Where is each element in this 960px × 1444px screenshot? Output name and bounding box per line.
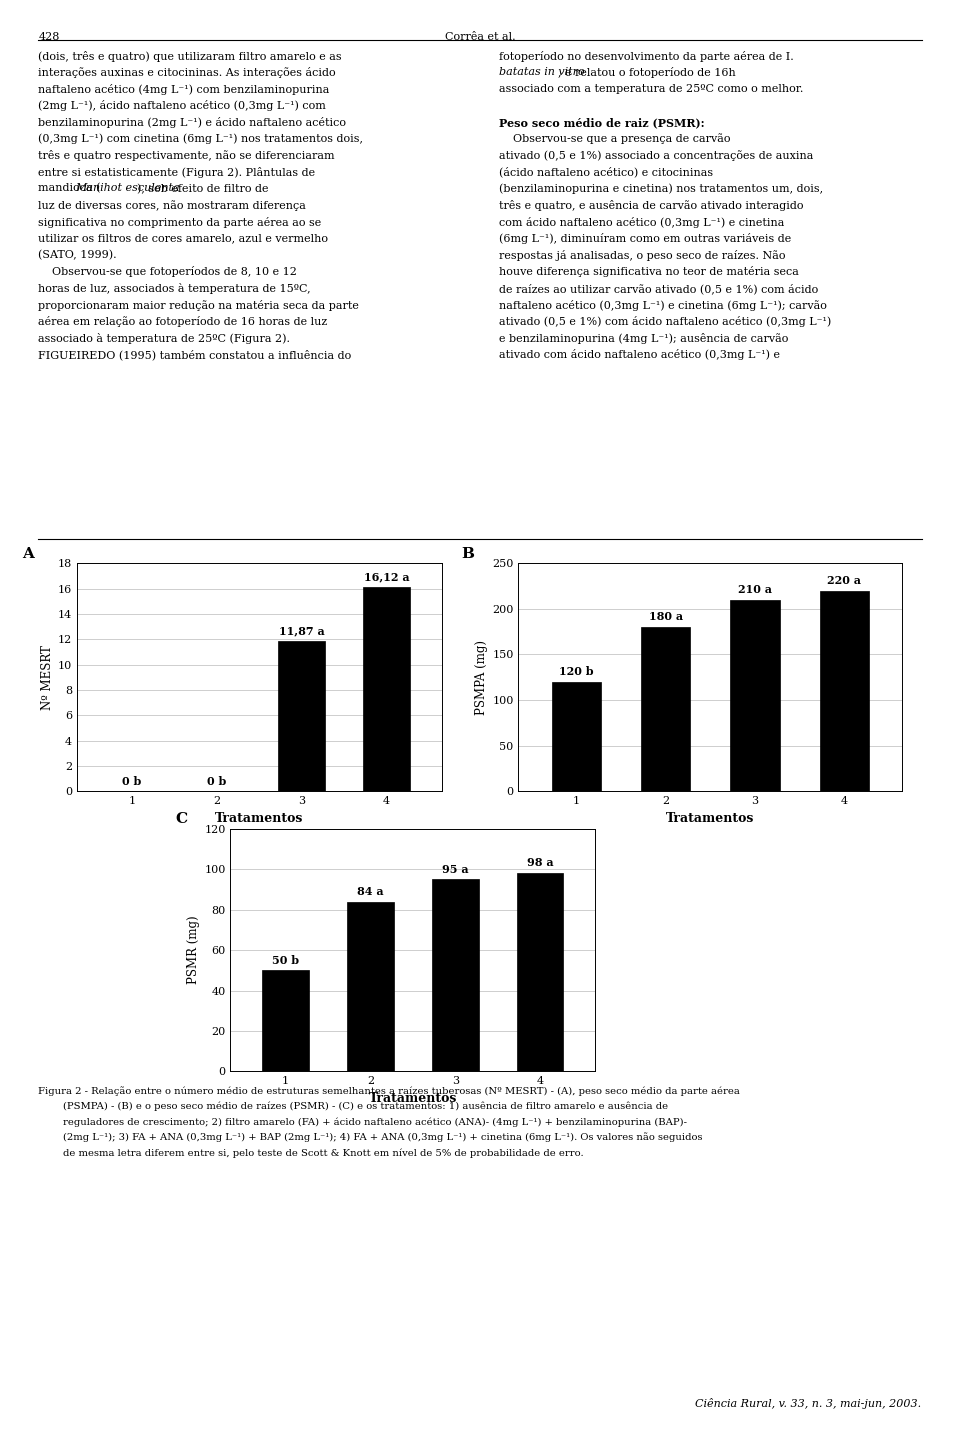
Text: 11,87 a: 11,87 a xyxy=(278,625,324,637)
Text: Manihot esculenta: Manihot esculenta xyxy=(75,183,180,193)
Text: horas de luz, associados à temperatura de 15ºC,: horas de luz, associados à temperatura d… xyxy=(38,283,311,295)
Bar xyxy=(348,901,394,1071)
Text: (0,3mg L⁻¹) com cinetina (6mg L⁻¹) nos tratamentos dois,: (0,3mg L⁻¹) com cinetina (6mg L⁻¹) nos t… xyxy=(38,133,364,144)
Text: A: A xyxy=(22,547,34,562)
Text: 220 a: 220 a xyxy=(828,575,861,586)
X-axis label: Tratamentos: Tratamentos xyxy=(215,812,303,825)
Text: batatas in vitro: batatas in vitro xyxy=(499,66,585,77)
Text: mandioca (: mandioca ( xyxy=(38,183,101,193)
Text: (2mg L⁻¹), ácido naftaleno acético (0,3mg L⁻¹) com: (2mg L⁻¹), ácido naftaleno acético (0,3m… xyxy=(38,101,326,111)
Bar xyxy=(516,874,564,1071)
Y-axis label: Nº MESRT: Nº MESRT xyxy=(40,645,54,709)
Text: interações auxinas e citocininas. As interações ácido: interações auxinas e citocininas. As int… xyxy=(38,66,336,78)
Text: benzilaminopurina (2mg L⁻¹) e ácido naftaleno acético: benzilaminopurina (2mg L⁻¹) e ácido naft… xyxy=(38,117,347,129)
Text: B: B xyxy=(461,547,474,562)
Text: 98 a: 98 a xyxy=(527,858,553,868)
Y-axis label: PSMPA (mg): PSMPA (mg) xyxy=(475,640,488,715)
Y-axis label: PSMR (mg): PSMR (mg) xyxy=(187,915,200,985)
Text: (PSMPA) - (B) e o peso seco médio de raízes (PSMR) - (C) e os tratamentos: 1) au: (PSMPA) - (B) e o peso seco médio de raí… xyxy=(38,1102,668,1110)
X-axis label: Tratamentos: Tratamentos xyxy=(666,812,755,825)
Text: ativado com ácido naftaleno acético (0,3mg L⁻¹) e: ativado com ácido naftaleno acético (0,3… xyxy=(499,349,780,361)
Text: Peso seco médio de raiz (PSMR):: Peso seco médio de raiz (PSMR): xyxy=(499,117,705,129)
Text: (6mg L⁻¹), diminuíram como em outras variáveis de: (6mg L⁻¹), diminuíram como em outras var… xyxy=(499,232,791,244)
Text: de mesma letra diferem entre si, pelo teste de Scott & Knott em nível de 5% de p: de mesma letra diferem entre si, pelo te… xyxy=(38,1148,584,1158)
Text: 0 b: 0 b xyxy=(207,775,227,787)
Bar xyxy=(262,970,309,1071)
Bar xyxy=(278,641,324,791)
Text: associado à temperatura de 25ºC (Figura 2).: associado à temperatura de 25ºC (Figura … xyxy=(38,334,290,344)
Text: (ácido naftaleno acético) e citocininas: (ácido naftaleno acético) e citocininas xyxy=(499,168,713,178)
Text: Figura 2 - Relação entre o número médio de estruturas semelhantes a raízes tuber: Figura 2 - Relação entre o número médio … xyxy=(38,1086,740,1096)
Text: significativa no comprimento da parte aérea ao se: significativa no comprimento da parte aé… xyxy=(38,217,322,228)
Text: ativado (0,5 e 1%) com ácido naftaleno acético (0,3mg L⁻¹): ativado (0,5 e 1%) com ácido naftaleno a… xyxy=(499,316,831,328)
Text: três e quatro respectivamente, não se diferenciaram: três e quatro respectivamente, não se di… xyxy=(38,150,335,162)
Text: 210 a: 210 a xyxy=(738,585,772,595)
Text: (benzilaminopurina e cinetina) nos tratamentos um, dois,: (benzilaminopurina e cinetina) nos trata… xyxy=(499,183,824,193)
Text: luz de diversas cores, não mostraram diferença: luz de diversas cores, não mostraram dif… xyxy=(38,201,306,211)
Text: (dois, três e quatro) que utilizaram filtro amarelo e as: (dois, três e quatro) que utilizaram fil… xyxy=(38,51,342,62)
Text: 0 b: 0 b xyxy=(122,775,142,787)
Text: naftaleno acético (4mg L⁻¹) com benzilaminopurina: naftaleno acético (4mg L⁻¹) com benzilam… xyxy=(38,84,330,95)
Text: (2mg L⁻¹); 3) FA + ANA (0,3mg L⁻¹) + BAP (2mg L⁻¹); 4) FA + ANA (0,3mg L⁻¹) + ci: (2mg L⁻¹); 3) FA + ANA (0,3mg L⁻¹) + BAP… xyxy=(38,1132,703,1142)
Text: 95 a: 95 a xyxy=(442,864,468,875)
Text: Observou-se que fotoperíodos de 8, 10 e 12: Observou-se que fotoperíodos de 8, 10 e … xyxy=(38,266,298,277)
Text: aérea em relação ao fotoperíodo de 16 horas de luz: aérea em relação ao fotoperíodo de 16 ho… xyxy=(38,316,327,328)
Text: (SATO, 1999).: (SATO, 1999). xyxy=(38,250,117,260)
Text: Corrêa et al.: Corrêa et al. xyxy=(444,32,516,42)
Bar xyxy=(641,627,690,791)
Text: 16,12 a: 16,12 a xyxy=(364,572,409,582)
Text: ativado (0,5 e 1%) associado a concentrações de auxina: ativado (0,5 e 1%) associado a concentra… xyxy=(499,150,813,162)
Text: houve diferença significativa no teor de matéria seca: houve diferença significativa no teor de… xyxy=(499,266,799,277)
Text: 120 b: 120 b xyxy=(559,666,593,677)
Text: e benzilaminopurina (4mg L⁻¹); ausência de carvão: e benzilaminopurina (4mg L⁻¹); ausência … xyxy=(499,334,788,344)
Text: ), sob efeito de filtro de: ), sob efeito de filtro de xyxy=(137,183,269,193)
Text: associado com a temperatura de 25ºC como o melhor.: associado com a temperatura de 25ºC como… xyxy=(499,84,804,94)
Text: naftaleno acético (0,3mg L⁻¹) e cinetina (6mg L⁻¹); carvão: naftaleno acético (0,3mg L⁻¹) e cinetina… xyxy=(499,300,828,310)
Bar xyxy=(552,682,601,791)
Text: 50 b: 50 b xyxy=(272,954,300,966)
Text: FIGUEIREDO (1995) também constatou a influência do: FIGUEIREDO (1995) também constatou a inf… xyxy=(38,349,351,360)
Text: Observou-se que a presença de carvão: Observou-se que a presença de carvão xyxy=(499,133,731,144)
Text: reguladores de crescimento; 2) filtro amarelo (FA) + ácido naftaleno acético (AN: reguladores de crescimento; 2) filtro am… xyxy=(38,1118,687,1126)
Text: três e quatro, e ausência de carvão ativado interagido: três e quatro, e ausência de carvão ativ… xyxy=(499,201,804,211)
Text: respostas já analisadas, o peso seco de raízes. Não: respostas já analisadas, o peso seco de … xyxy=(499,250,785,261)
Text: utilizar os filtros de cores amarelo, azul e vermelho: utilizar os filtros de cores amarelo, az… xyxy=(38,232,328,243)
Bar xyxy=(731,599,780,791)
Text: entre si estatisticamente (Figura 2). Plântulas de: entre si estatisticamente (Figura 2). Pl… xyxy=(38,168,316,178)
Text: fotoperíodo no desenvolvimento da parte aérea de I.: fotoperíodo no desenvolvimento da parte … xyxy=(499,51,794,62)
Text: C: C xyxy=(176,812,188,826)
Text: 84 a: 84 a xyxy=(357,885,384,897)
Text: 428: 428 xyxy=(38,32,60,42)
Text: 180 a: 180 a xyxy=(649,611,683,622)
Text: Ciência Rural, v. 33, n. 3, mai-jun, 2003.: Ciência Rural, v. 33, n. 3, mai-jun, 200… xyxy=(695,1398,922,1409)
Text: proporcionaram maior redução na matéria seca da parte: proporcionaram maior redução na matéria … xyxy=(38,300,359,310)
X-axis label: Tratamentos: Tratamentos xyxy=(369,1092,457,1105)
Bar xyxy=(820,591,869,791)
Text: de raízes ao utilizar carvão ativado (0,5 e 1%) com ácido: de raízes ao utilizar carvão ativado (0,… xyxy=(499,283,819,293)
Bar xyxy=(363,588,410,791)
Text: com ácido naftaleno acético (0,3mg L⁻¹) e cinetina: com ácido naftaleno acético (0,3mg L⁻¹) … xyxy=(499,217,784,228)
Bar xyxy=(432,879,478,1071)
Text: , e relatou o fotoperíodo de 16h: , e relatou o fotoperíodo de 16h xyxy=(558,66,735,78)
